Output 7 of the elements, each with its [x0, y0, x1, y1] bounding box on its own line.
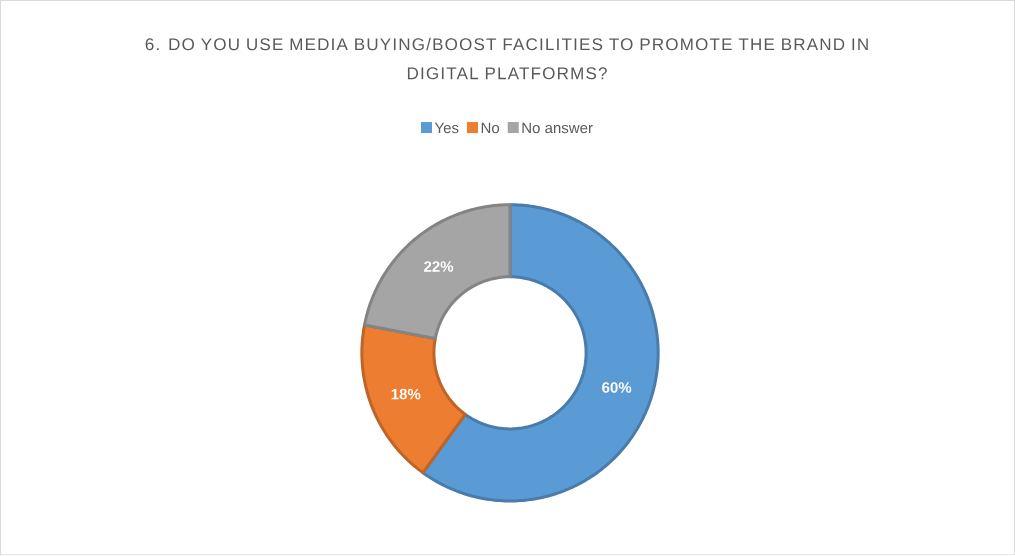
data-label: 60%	[602, 382, 632, 394]
legend-label: No	[481, 122, 500, 134]
legend-label: Yes	[434, 122, 459, 134]
data-label: 18%	[391, 389, 421, 400]
legend-label: No answer	[522, 122, 593, 134]
chart-title: 6. DO YOU USE MEDIA BUYING/BOOST FACILITIES TO PROMOTE THE BRAND IN DIGITAL PLATFORMS?	[145, 38, 868, 80]
data-label: 22%	[424, 261, 454, 272]
